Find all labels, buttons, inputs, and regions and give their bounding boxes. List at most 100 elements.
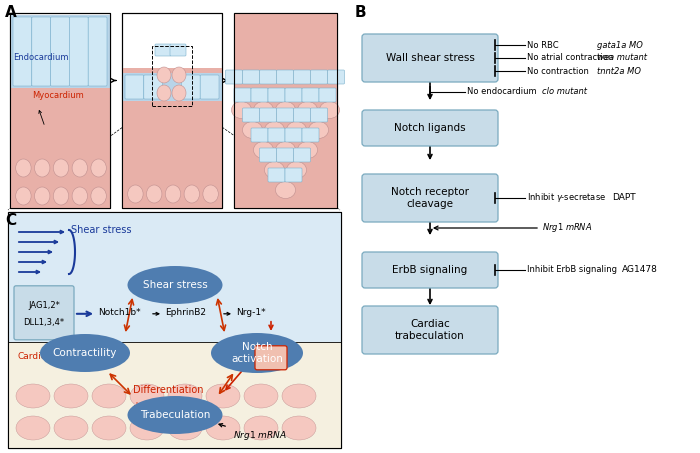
Ellipse shape [211, 333, 303, 373]
FancyBboxPatch shape [200, 75, 219, 99]
Text: B: B [355, 5, 367, 20]
FancyBboxPatch shape [260, 70, 276, 84]
Ellipse shape [54, 384, 88, 408]
Text: Wall shear stress: Wall shear stress [386, 53, 475, 63]
Ellipse shape [53, 159, 69, 177]
FancyBboxPatch shape [362, 252, 498, 288]
Ellipse shape [172, 85, 186, 101]
Text: JAG1,2*: JAG1,2* [28, 301, 60, 310]
Bar [234, 13, 337, 208]
Text: Trabeculation: Trabeculation [140, 410, 210, 420]
FancyBboxPatch shape [285, 168, 302, 182]
Ellipse shape [127, 266, 223, 304]
Ellipse shape [34, 159, 50, 177]
Ellipse shape [298, 141, 318, 159]
FancyBboxPatch shape [302, 88, 319, 102]
FancyBboxPatch shape [32, 17, 50, 86]
FancyBboxPatch shape [285, 88, 302, 102]
Text: Inhibit ErbB signaling: Inhibit ErbB signaling [527, 265, 617, 275]
Text: No endocardium: No endocardium [467, 87, 537, 96]
Ellipse shape [253, 101, 274, 119]
Text: ErbB2*: ErbB2* [258, 353, 284, 362]
Ellipse shape [253, 141, 274, 159]
FancyBboxPatch shape [268, 128, 285, 142]
FancyBboxPatch shape [13, 17, 32, 86]
FancyBboxPatch shape [311, 108, 328, 122]
Bar [122, 73, 222, 101]
FancyBboxPatch shape [276, 70, 293, 84]
Text: Differentiation: Differentiation [133, 385, 203, 395]
Text: Notch
activation: Notch activation [231, 342, 283, 364]
FancyBboxPatch shape [251, 88, 268, 102]
Ellipse shape [165, 185, 181, 203]
Ellipse shape [276, 101, 295, 119]
Bar [8, 212, 341, 342]
Bar [152, 46, 192, 106]
Ellipse shape [265, 162, 284, 178]
FancyBboxPatch shape [285, 128, 302, 142]
Ellipse shape [15, 159, 31, 177]
Ellipse shape [91, 159, 106, 177]
Ellipse shape [286, 121, 307, 139]
Bar [8, 212, 341, 448]
Ellipse shape [172, 67, 186, 83]
Ellipse shape [91, 187, 106, 205]
FancyBboxPatch shape [276, 108, 293, 122]
Ellipse shape [232, 101, 251, 119]
Bar [122, 13, 222, 208]
FancyBboxPatch shape [311, 70, 328, 84]
Ellipse shape [146, 185, 162, 203]
Bar [8, 212, 341, 448]
Text: Endocardium: Endocardium [13, 53, 69, 63]
Bar [10, 13, 110, 208]
FancyBboxPatch shape [362, 110, 498, 146]
Text: Nrg-1*: Nrg-1* [236, 308, 265, 317]
Bar [234, 13, 337, 208]
Ellipse shape [319, 101, 339, 119]
Bar [10, 13, 110, 208]
Text: AG1478: AG1478 [622, 265, 658, 275]
Text: Inhibit $\gamma$-secretase: Inhibit $\gamma$-secretase [527, 192, 606, 204]
Ellipse shape [40, 334, 130, 372]
Ellipse shape [53, 187, 69, 205]
FancyBboxPatch shape [276, 148, 293, 162]
Bar [8, 342, 341, 448]
FancyBboxPatch shape [362, 306, 498, 354]
Ellipse shape [168, 416, 202, 440]
FancyBboxPatch shape [234, 88, 251, 102]
Ellipse shape [16, 416, 50, 440]
FancyBboxPatch shape [293, 70, 311, 84]
Ellipse shape [276, 182, 295, 198]
Ellipse shape [265, 121, 284, 139]
Text: tnnt2a MO: tnnt2a MO [597, 67, 641, 76]
Text: clo mutant: clo mutant [542, 87, 587, 96]
Text: Notch1b*: Notch1b* [98, 308, 141, 317]
Ellipse shape [127, 185, 143, 203]
Ellipse shape [127, 396, 223, 434]
Ellipse shape [72, 159, 88, 177]
FancyBboxPatch shape [362, 34, 498, 82]
FancyBboxPatch shape [225, 70, 242, 84]
FancyBboxPatch shape [181, 75, 200, 99]
FancyBboxPatch shape [293, 108, 311, 122]
Ellipse shape [242, 121, 262, 139]
Ellipse shape [168, 384, 202, 408]
Text: + proliferation: + proliferation [133, 401, 203, 411]
Text: ErbB signaling: ErbB signaling [393, 265, 468, 275]
Ellipse shape [298, 101, 318, 119]
Text: Shear stress: Shear stress [143, 280, 207, 290]
Bar [234, 13, 337, 208]
Ellipse shape [16, 384, 50, 408]
FancyBboxPatch shape [170, 44, 186, 56]
Text: Contractility: Contractility [52, 348, 117, 358]
FancyBboxPatch shape [88, 17, 107, 86]
FancyBboxPatch shape [328, 70, 344, 84]
Text: Shear stress: Shear stress [71, 225, 132, 235]
Text: gata1a MO: gata1a MO [597, 40, 643, 49]
Ellipse shape [244, 384, 278, 408]
Ellipse shape [130, 416, 164, 440]
Ellipse shape [282, 384, 316, 408]
FancyBboxPatch shape [260, 108, 276, 122]
FancyBboxPatch shape [50, 17, 69, 86]
Ellipse shape [282, 416, 316, 440]
